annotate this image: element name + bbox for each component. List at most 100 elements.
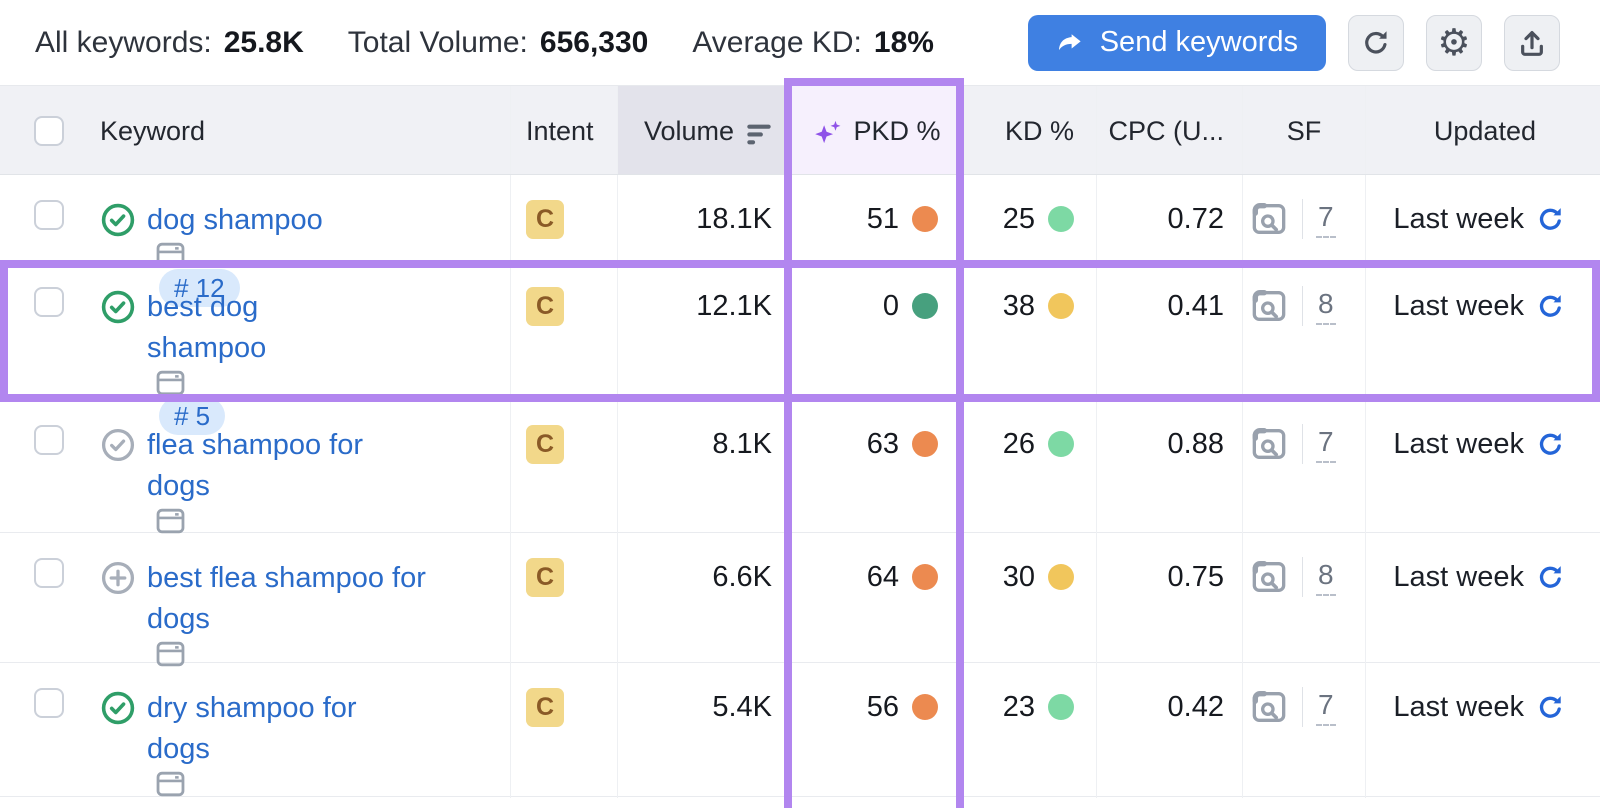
cpc-value: 0.75 <box>1167 560 1224 593</box>
keyword-text: dry shampoo for dogs <box>147 688 465 798</box>
cpc-value: 0.72 <box>1167 202 1224 235</box>
updated-cell: Last week <box>1365 533 1600 668</box>
kd-dot <box>1048 293 1074 319</box>
rank-badge: # 5 <box>159 397 226 435</box>
volume-value: 18.1K <box>696 202 772 235</box>
row-checkbox[interactable] <box>34 287 64 317</box>
keyword-text: dog shampoo # 12 <box>147 200 465 311</box>
select-all-checkbox[interactable] <box>34 116 64 146</box>
keyword-link-line2[interactable]: dogs <box>147 470 210 502</box>
refresh-metrics-icon[interactable] <box>1535 204 1566 235</box>
volume-cell: 6.6K <box>617 533 790 668</box>
keyword-link[interactable]: best flea shampoo for <box>147 562 426 594</box>
serp-snapshot-icon[interactable] <box>155 770 186 798</box>
volume-cell: 8.1K <box>617 400 790 535</box>
keyword-cell: best flea shampoo for dogs <box>84 533 510 668</box>
column-header-sf[interactable]: SF <box>1242 86 1365 174</box>
kd-dot <box>1048 564 1074 590</box>
serp-features-preview-icon[interactable] <box>1247 199 1291 239</box>
sf-count[interactable]: 7 <box>1316 201 1336 238</box>
row-checkbox[interactable] <box>34 200 64 230</box>
sf-count[interactable]: 7 <box>1316 689 1336 726</box>
kd-dot <box>1048 206 1074 232</box>
kd-cell: 38 <box>962 262 1096 439</box>
metric-label: All keywords: <box>35 25 212 59</box>
settings-button[interactable]: ⚙ <box>1426 14 1482 71</box>
row-checkbox-cell <box>0 262 84 439</box>
cpc-cell: 0.75 <box>1096 533 1242 668</box>
keyword-cell: dry shampoo for dogs <box>84 663 510 798</box>
divider <box>1302 687 1303 727</box>
column-header-intent[interactable]: Intent <box>510 86 617 174</box>
keyword-link[interactable]: dog shampoo <box>147 204 323 236</box>
keyword-link[interactable]: dry shampoo for <box>147 692 357 724</box>
serp-snapshot-icon[interactable] <box>155 640 186 668</box>
refresh-metrics-icon[interactable] <box>1535 562 1566 593</box>
serp-features-preview-icon[interactable] <box>1247 557 1291 597</box>
cpc-cell: 0.72 <box>1096 175 1242 311</box>
serp-snapshot-icon[interactable] <box>155 507 186 535</box>
send-arrow-icon <box>1058 33 1081 50</box>
divider <box>1302 557 1303 597</box>
refresh-metrics-icon[interactable] <box>1535 429 1566 460</box>
intent-cell: C <box>510 175 617 311</box>
export-button[interactable] <box>1504 14 1560 71</box>
sf-cell: 7 <box>1242 663 1365 798</box>
cpc-cell: 0.42 <box>1096 663 1242 798</box>
refresh-metrics-icon[interactable] <box>1535 291 1566 322</box>
column-header-kd[interactable]: KD % <box>1004 116 1074 146</box>
keyword-cell: best dog shampoo # 5 <box>84 262 510 439</box>
serp-features-preview-icon[interactable] <box>1247 424 1291 464</box>
keyword-link[interactable]: best dog <box>147 291 259 323</box>
updated-value: Last week <box>1393 560 1524 593</box>
ai-sparkle-icon <box>815 120 841 144</box>
pkd-value: 51 <box>866 202 899 235</box>
updated-value: Last week <box>1393 427 1524 460</box>
volume-cell: 5.4K <box>617 663 790 798</box>
sf-count[interactable]: 8 <box>1316 559 1336 596</box>
serp-features-preview-icon[interactable] <box>1247 687 1291 727</box>
kd-value: 25 <box>1002 202 1035 235</box>
keyword-link-line2[interactable]: shampoo <box>147 332 267 364</box>
column-header-updated[interactable]: Updated <box>1365 86 1600 174</box>
pkd-value: 63 <box>866 427 899 460</box>
keyword-link-line2[interactable]: dogs <box>147 603 210 635</box>
column-header-volume[interactable]: Volume <box>617 86 790 174</box>
kd-value: 30 <box>1002 560 1035 593</box>
column-header-cpc[interactable]: CPC (U... <box>1096 86 1242 174</box>
select-all-checkbox-cell <box>0 86 84 174</box>
updated-cell: Last week <box>1365 663 1600 798</box>
refresh-button[interactable] <box>1348 14 1404 71</box>
keyword-text: best flea shampoo for dogs <box>147 558 465 668</box>
intent-cell: C <box>510 663 617 798</box>
divider <box>1302 199 1303 239</box>
metric-total-volume: Total Volume: 656,330 <box>348 26 649 60</box>
keyword-link-line2[interactable]: dogs <box>147 733 210 765</box>
sf-count[interactable]: 7 <box>1316 426 1336 463</box>
intent-badge-commercial: C <box>526 287 565 326</box>
pkd-value: 0 <box>882 289 899 322</box>
topbar-actions: Send keywords ⚙ <box>1027 14 1560 71</box>
serp-features-preview-icon[interactable] <box>1247 286 1291 326</box>
metric-average-kd: Average KD: 18% <box>692 26 934 60</box>
table-row: dry shampoo for dogs C 5.4K 56 <box>0 663 1600 798</box>
refresh-metrics-icon[interactable] <box>1535 692 1566 723</box>
row-checkbox[interactable] <box>34 688 64 718</box>
updated-cell: Last week <box>1365 262 1600 439</box>
sf-cell: 8 <box>1242 533 1365 668</box>
updated-value: Last week <box>1393 690 1524 723</box>
intent-badge-commercial: C <box>526 200 565 239</box>
serp-snapshot-icon[interactable] <box>155 369 186 397</box>
pkd-dot <box>912 431 938 457</box>
send-keywords-button[interactable]: Send keywords <box>1027 14 1326 71</box>
row-checkbox[interactable] <box>34 425 64 455</box>
keyword-link[interactable]: flea shampoo for <box>147 429 364 461</box>
row-checkbox[interactable] <box>34 558 64 588</box>
sf-count[interactable]: 8 <box>1316 288 1336 325</box>
table-body: dog shampoo # 12 C 18.1K 51 <box>0 175 1600 798</box>
column-header-keyword[interactable]: Keyword <box>100 116 206 146</box>
add-plus-icon[interactable] <box>100 560 136 668</box>
updated-cell: Last week <box>1365 175 1600 311</box>
sf-cell: 7 <box>1242 175 1365 311</box>
column-header-pkd[interactable]: PKD % <box>790 86 962 174</box>
